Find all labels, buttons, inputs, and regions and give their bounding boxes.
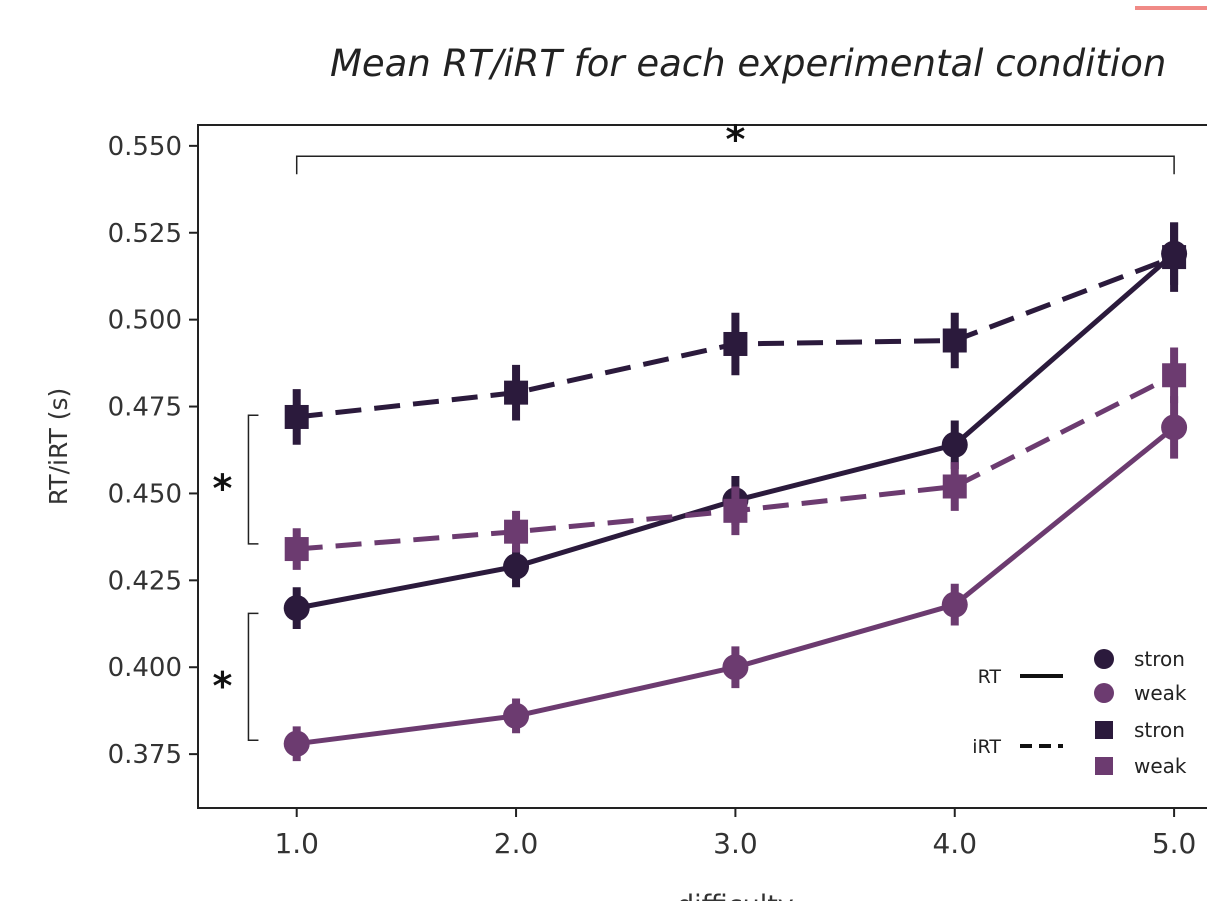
series-rt_strong (283, 222, 1188, 629)
data-point (503, 702, 530, 729)
data-point (942, 328, 967, 353)
series-irt_weak (284, 347, 1187, 570)
y-tick-label: 0.550 (108, 132, 182, 162)
significance-bracket (247, 414, 259, 545)
legend-marker (1095, 757, 1113, 775)
data-point (284, 537, 309, 562)
series-layer (283, 222, 1188, 762)
plot-frame (197, 124, 1207, 809)
legend: RT iRT stron weak stron weak (972, 647, 1187, 778)
series-irt_strong (284, 222, 1187, 445)
x-tick-label: 4.0 (932, 827, 977, 860)
y-tick-label: 0.475 (108, 393, 182, 423)
legend-label: stron (1134, 718, 1185, 742)
significance-bracket (247, 612, 259, 741)
significance-star: * (213, 664, 233, 708)
legend-marker (1094, 683, 1114, 703)
legend-style-label: RT (978, 666, 1002, 688)
data-point (1162, 245, 1187, 270)
legend-label: stron (1134, 647, 1185, 671)
data-point (504, 519, 529, 544)
x-axis-label: difficulty (677, 890, 794, 901)
y-tick-label: 0.375 (108, 740, 182, 770)
x-tick-label: 3.0 (713, 827, 758, 860)
x-axis: 1.0 2.0 3.0 4.0 5.0 (274, 808, 1196, 860)
y-axis-label: RT/iRT (s) (44, 388, 73, 506)
y-tick-label: 0.525 (108, 219, 182, 249)
data-point (283, 730, 310, 757)
x-tick-label: 5.0 (1152, 827, 1197, 860)
x-tick-label: 1.0 (274, 827, 319, 860)
significance-star: * (725, 117, 745, 161)
legend-marker (1094, 649, 1114, 669)
data-point (504, 380, 529, 405)
significance-star: * (213, 467, 233, 511)
significance-annotations: * * * (213, 117, 1175, 741)
legend-style-label: iRT (972, 736, 1001, 758)
data-point (941, 431, 968, 458)
data-point (941, 591, 968, 618)
data-point (723, 331, 748, 356)
data-point (284, 404, 309, 429)
data-point (723, 498, 748, 523)
y-axis: 0.375 0.400 0.425 0.450 0.475 0.500 0.525 0.550 (108, 132, 198, 770)
data-point (722, 654, 749, 681)
y-tick-label: 0.500 (108, 306, 182, 336)
legend-label: weak (1134, 681, 1187, 705)
legend-label: weak (1134, 754, 1187, 778)
data-point (503, 553, 530, 580)
series-rt_weak (283, 396, 1188, 762)
top-accent-line (1135, 6, 1207, 10)
x-tick-label: 2.0 (494, 827, 539, 860)
y-tick-label: 0.425 (108, 566, 182, 596)
data-point (1161, 414, 1188, 441)
chart-title: Mean RT/iRT for each experimental condit… (330, 42, 1167, 85)
data-point (942, 474, 967, 499)
legend-marker (1095, 721, 1113, 739)
y-tick-label: 0.400 (108, 653, 182, 683)
y-tick-label: 0.450 (108, 479, 182, 509)
data-point (283, 595, 310, 622)
data-point (1162, 363, 1187, 388)
significance-bracket (295, 155, 1175, 175)
